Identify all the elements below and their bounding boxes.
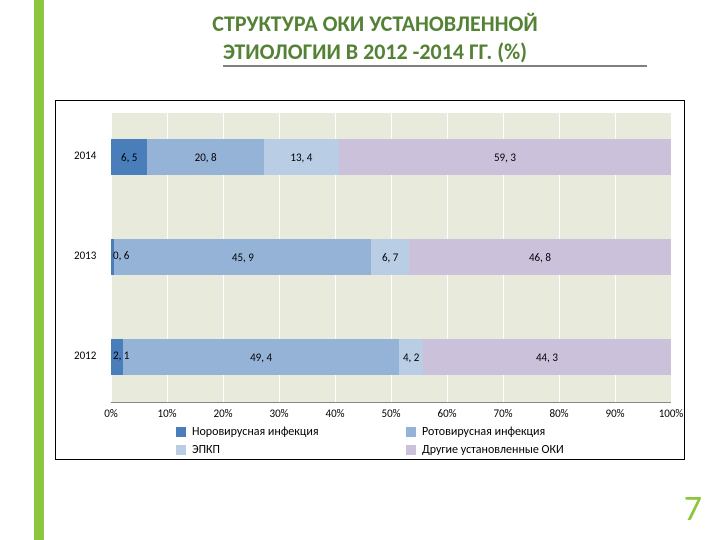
plot-area: 6, 520, 813, 459, 3 45, 96, 746, 8 49, 44,… (111, 113, 671, 403)
x-axis-tick-label: 10% (157, 407, 176, 420)
legend-swatch (406, 427, 416, 437)
gridline (671, 113, 672, 402)
x-axis-tick-label: 0% (104, 407, 117, 420)
x-axis-tick-label: 90% (605, 407, 624, 420)
title-line-1: СТРУКТУРА ОКИ УСТАНОВЛЕННОЙ (80, 10, 670, 38)
bar-segment: 20, 8 (147, 139, 263, 175)
x-axis-tick-label: 40% (325, 407, 344, 420)
x-axis-tick-label: 20% (213, 407, 232, 420)
x-axis-tick-label: 100% (659, 407, 684, 420)
bar-segment: 45, 9 (114, 239, 371, 275)
bar-row: 45, 96, 746, 8 (111, 239, 671, 275)
bar-value-label: 2, 1 (113, 349, 129, 362)
x-axis-tick-label: 70% (493, 407, 512, 420)
bar-row: 49, 44, 244, 3 (111, 339, 671, 375)
x-axis-labels: 0%10%20%30%40%50%60%70%80%90%100% (111, 407, 671, 421)
slide-title: СТРУКТУРА ОКИ УСТАНОВЛЕННОЙ ЭТИОЛОГИИ В … (80, 10, 670, 65)
title-line-2-text: ЭТИОЛОГИИ В 2012 -2014 ГГ. (%) (223, 38, 527, 65)
bar-segment: 44, 3 (423, 339, 671, 375)
legend-item: Другие установленные ОКИ (406, 443, 606, 457)
x-axis-tick-label: 80% (549, 407, 568, 420)
legend-swatch (176, 427, 186, 437)
legend: Норовирусная инфекция Ротовирусная инфекц… (176, 425, 646, 457)
legend-label: Ротовирусная инфекция (422, 425, 545, 439)
title-line-2: ЭТИОЛОГИИ В 2012 -2014 ГГ. (%) (223, 38, 527, 66)
legend-label: Другие установленные ОКИ (422, 443, 564, 457)
title-underline (223, 65, 647, 67)
bar-row: 6, 520, 813, 459, 3 (111, 139, 671, 175)
accent-bar (34, 0, 44, 540)
x-axis-tick-label: 60% (437, 407, 456, 420)
legend-item: Ротовирусная инфекция (406, 425, 606, 439)
y-axis-label: 2012 (74, 349, 96, 362)
x-axis-tick-label: 50% (381, 407, 400, 420)
legend-label: ЭПКП (192, 443, 220, 457)
x-axis-tick-label: 30% (269, 407, 288, 420)
y-axis-label: 2013 (74, 249, 96, 262)
bar-segment: 49, 4 (123, 339, 400, 375)
bar-segment: 6, 7 (371, 239, 409, 275)
bar-segment: 4, 2 (399, 339, 423, 375)
legend-label: Норовирусная инфекция (192, 425, 319, 439)
y-axis-label: 2014 (74, 149, 96, 162)
bar-segment: 13, 4 (264, 139, 339, 175)
bar-segment: 59, 3 (339, 139, 671, 175)
bar-value-label: 0, 6 (113, 249, 129, 262)
legend-swatch (176, 445, 186, 455)
page-number: 7 (684, 486, 702, 530)
bar-segment: 46, 8 (409, 239, 671, 275)
legend-item: ЭПКП (176, 443, 376, 457)
legend-item: Норовирусная инфекция (176, 425, 376, 439)
bar-segment: 6, 5 (111, 139, 147, 175)
chart-container: 6, 520, 813, 459, 3 45, 96, 746, 8 49, 44,… (55, 100, 685, 460)
legend-swatch (406, 445, 416, 455)
